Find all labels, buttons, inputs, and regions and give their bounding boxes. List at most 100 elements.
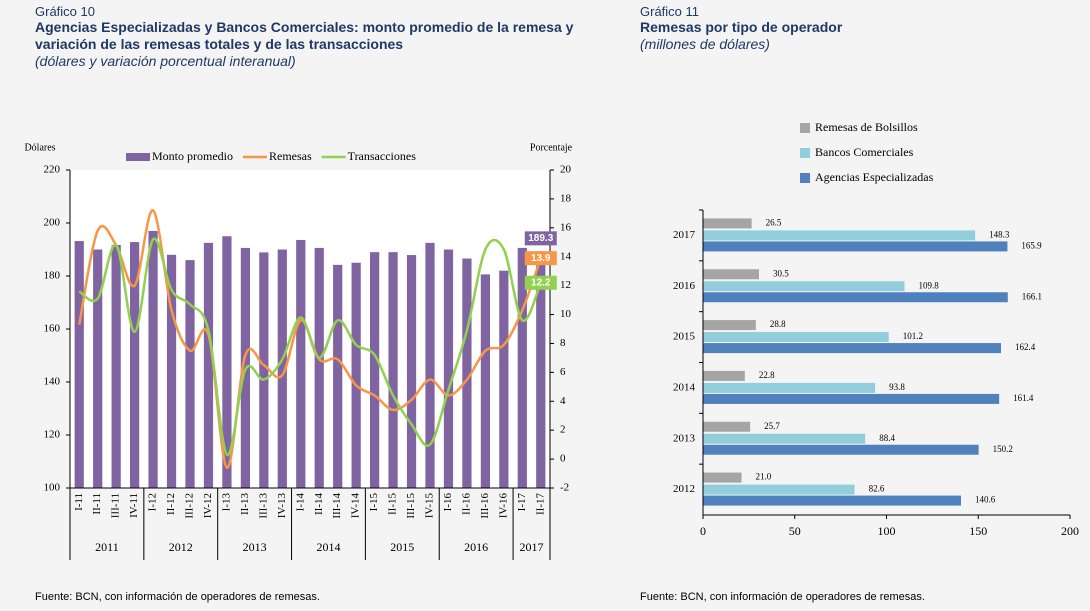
- y-tick-label: 120: [44, 429, 61, 441]
- bar: [148, 230, 158, 488]
- x-tick-label: 50: [789, 524, 801, 538]
- x-tick-label: II-17: [534, 493, 546, 515]
- bar: [703, 382, 876, 393]
- x-tick-label: III-14: [331, 493, 343, 519]
- bar: [703, 281, 905, 292]
- data-label: 25.7: [764, 421, 780, 431]
- group-label: 2017: [520, 540, 544, 554]
- legend-swatch: [800, 148, 810, 158]
- y2-tick-label: -2: [560, 482, 569, 494]
- x-tick-label: II-15: [387, 493, 399, 515]
- bar: [703, 433, 866, 444]
- legend-label: Transacciones: [348, 149, 417, 163]
- x-tick-label: I-16: [442, 493, 454, 512]
- bar: [703, 495, 962, 506]
- data-label-box: [524, 275, 557, 290]
- data-label-box: [524, 251, 557, 266]
- legend-swatch: [800, 123, 810, 133]
- y-tick-label: 200: [44, 217, 61, 229]
- bar: [166, 254, 177, 488]
- x-tick-label: IV-14: [350, 493, 362, 519]
- y-tick-label: 2013: [673, 432, 696, 444]
- group-label: 2016: [464, 540, 488, 554]
- legend-label: Remesas: [269, 149, 312, 163]
- x-tick-label: III-12: [184, 493, 196, 519]
- bar: [351, 262, 361, 488]
- y-tick-label: 180: [44, 270, 61, 282]
- y-tick-label: 2015: [673, 331, 696, 343]
- x-tick-label: II-14: [313, 493, 325, 515]
- group-label: 2012: [169, 540, 193, 554]
- y2-tick-label: 20: [560, 164, 572, 176]
- charts: Dólares Porcentaje100120140160180200220-2…: [24, 120, 1079, 560]
- data-label: 162.4: [1015, 342, 1036, 352]
- x-tick-label: II-13: [239, 493, 251, 515]
- bar: [499, 270, 509, 488]
- y2-tick-label: 0: [560, 453, 566, 465]
- data-label: 22.8: [759, 370, 775, 380]
- data-label: 21.0: [756, 472, 772, 482]
- group-label: 2013: [243, 540, 267, 554]
- data-label: 82.6: [869, 484, 885, 494]
- y2-axis-label: Porcentaje: [530, 142, 573, 153]
- y2-tick-label: 18: [560, 192, 572, 204]
- bar: [703, 472, 742, 483]
- y-tick-label: 140: [44, 376, 61, 388]
- bar: [703, 241, 1008, 252]
- y-axis-label: Dólares: [24, 142, 55, 153]
- y2-tick-label: 2: [560, 424, 566, 436]
- x-tick-label: III-13: [257, 493, 269, 519]
- y-tick-label: 2014: [673, 381, 696, 393]
- legend-swatch: [126, 153, 150, 161]
- bar: [111, 244, 121, 488]
- bar: [703, 230, 976, 241]
- x-tick-label: I-17: [516, 493, 528, 512]
- data-label: 109.8: [918, 280, 939, 290]
- x-tick-label: 0: [700, 524, 706, 538]
- x-tick-label: 100: [878, 524, 896, 538]
- y2-tick-label: 10: [560, 308, 572, 320]
- line: [78, 237, 542, 457]
- bar: [703, 343, 1002, 354]
- bar: [277, 249, 287, 488]
- chart-subtitle: (dólares y variación porcentual interanu…: [35, 53, 296, 69]
- x-tick-label: 200: [1061, 524, 1079, 538]
- bar: [517, 247, 527, 488]
- y2-tick-label: 8: [560, 337, 566, 349]
- data-label: 30.5: [773, 268, 789, 278]
- bar: [314, 247, 324, 488]
- chart-subtitle: (millones de dólares): [640, 36, 770, 52]
- legend-label: Agencias Especializadas: [815, 170, 934, 184]
- x-tick-label: II-16: [460, 493, 472, 515]
- x-tick-label: IV-11: [128, 493, 140, 518]
- y2-tick-label: 6: [560, 366, 566, 378]
- x-tick-label: II-12: [165, 493, 177, 515]
- bar: [203, 242, 214, 488]
- y-tick-label: 2016: [673, 280, 696, 292]
- bar: [703, 292, 1008, 303]
- data-label: 140.6: [975, 495, 996, 505]
- chart-title: Agencias Especializadas y Bancos Comerci…: [35, 19, 574, 52]
- line: [78, 209, 542, 470]
- x-tick-label: IV-16: [497, 493, 509, 519]
- y2-tick-label: 4: [560, 395, 566, 407]
- x-tick-label: III-15: [405, 493, 417, 519]
- bar: [703, 444, 979, 455]
- data-label: 166.1: [1022, 291, 1042, 301]
- data-label: 148.3: [989, 229, 1010, 239]
- y-tick-label: 220: [44, 164, 61, 176]
- bar: [185, 260, 195, 488]
- data-label: 165.9: [1021, 240, 1042, 250]
- bar: [425, 242, 435, 488]
- header-2: Gráfico 11 Remesas por tipo de operador …: [640, 4, 1070, 52]
- x-tick-label: I-15: [368, 493, 380, 512]
- x-tick-label: I-13: [220, 493, 232, 512]
- bar: [443, 249, 454, 488]
- bar: [703, 484, 855, 495]
- data-label: 93.8: [889, 382, 905, 392]
- y-tick-label: 2012: [673, 483, 695, 495]
- x-tick-label: I-11: [73, 493, 85, 511]
- bar: [222, 236, 232, 488]
- bar: [703, 218, 752, 229]
- chart-label: Gráfico 10: [35, 4, 95, 19]
